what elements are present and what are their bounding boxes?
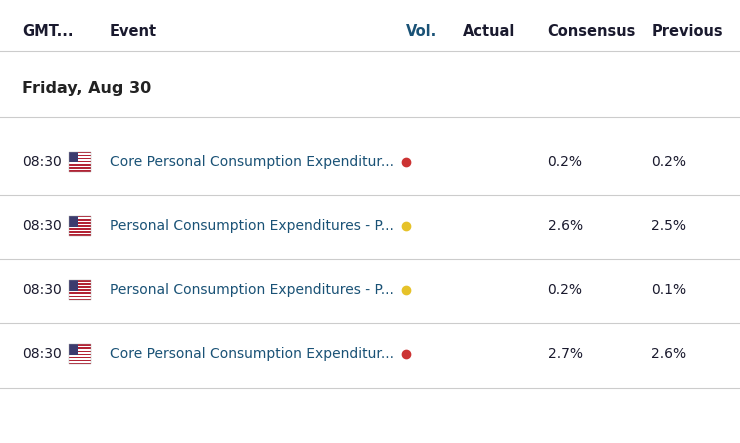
Text: 2.5%: 2.5% xyxy=(651,219,686,233)
Text: Personal Consumption Expenditures - P...: Personal Consumption Expenditures - P... xyxy=(110,283,394,297)
Text: Event: Event xyxy=(110,23,157,39)
FancyBboxPatch shape xyxy=(69,289,91,291)
FancyBboxPatch shape xyxy=(69,345,91,346)
FancyBboxPatch shape xyxy=(69,363,91,364)
FancyBboxPatch shape xyxy=(69,222,91,224)
FancyBboxPatch shape xyxy=(69,158,91,159)
Text: 0.2%: 0.2% xyxy=(548,155,582,169)
FancyBboxPatch shape xyxy=(69,216,91,218)
FancyBboxPatch shape xyxy=(69,352,91,354)
Text: 2.7%: 2.7% xyxy=(548,347,582,361)
FancyBboxPatch shape xyxy=(69,216,78,227)
Text: 08:30: 08:30 xyxy=(22,219,62,233)
Text: Vol.: Vol. xyxy=(406,23,437,39)
Text: 08:30: 08:30 xyxy=(22,283,62,297)
FancyBboxPatch shape xyxy=(69,294,91,295)
FancyBboxPatch shape xyxy=(69,360,91,361)
Text: Consensus: Consensus xyxy=(548,23,636,39)
Text: 08:30: 08:30 xyxy=(22,155,62,169)
FancyBboxPatch shape xyxy=(69,221,91,222)
FancyBboxPatch shape xyxy=(69,227,91,228)
FancyBboxPatch shape xyxy=(69,233,91,234)
FancyBboxPatch shape xyxy=(69,152,78,163)
Text: Friday, Aug 30: Friday, Aug 30 xyxy=(22,81,152,96)
FancyBboxPatch shape xyxy=(69,234,91,236)
Text: Previous: Previous xyxy=(651,23,723,39)
FancyBboxPatch shape xyxy=(69,159,91,161)
FancyBboxPatch shape xyxy=(69,345,78,355)
FancyBboxPatch shape xyxy=(69,156,91,158)
FancyBboxPatch shape xyxy=(69,358,91,360)
FancyBboxPatch shape xyxy=(69,350,91,352)
FancyBboxPatch shape xyxy=(69,346,91,347)
FancyBboxPatch shape xyxy=(69,354,91,355)
FancyBboxPatch shape xyxy=(69,282,91,283)
FancyBboxPatch shape xyxy=(69,163,91,164)
FancyBboxPatch shape xyxy=(69,361,91,363)
FancyBboxPatch shape xyxy=(69,230,91,231)
Text: 2.6%: 2.6% xyxy=(548,219,582,233)
FancyBboxPatch shape xyxy=(69,161,91,163)
FancyBboxPatch shape xyxy=(69,218,91,219)
Text: Core Personal Consumption Expenditur...: Core Personal Consumption Expenditur... xyxy=(110,155,394,169)
Text: 0.2%: 0.2% xyxy=(548,283,582,297)
Text: Personal Consumption Expenditures - P...: Personal Consumption Expenditures - P... xyxy=(110,219,394,233)
FancyBboxPatch shape xyxy=(69,291,91,292)
FancyBboxPatch shape xyxy=(69,280,78,291)
FancyBboxPatch shape xyxy=(69,349,91,350)
Text: 08:30: 08:30 xyxy=(22,347,62,361)
FancyBboxPatch shape xyxy=(69,288,91,289)
FancyBboxPatch shape xyxy=(69,292,91,294)
FancyBboxPatch shape xyxy=(69,297,91,299)
FancyBboxPatch shape xyxy=(69,286,91,288)
FancyBboxPatch shape xyxy=(69,225,91,227)
FancyBboxPatch shape xyxy=(69,228,91,230)
FancyBboxPatch shape xyxy=(69,170,91,171)
FancyBboxPatch shape xyxy=(69,224,91,225)
FancyBboxPatch shape xyxy=(69,231,91,233)
FancyBboxPatch shape xyxy=(69,295,91,297)
FancyBboxPatch shape xyxy=(69,285,91,286)
Text: Core Personal Consumption Expenditur...: Core Personal Consumption Expenditur... xyxy=(110,347,394,361)
FancyBboxPatch shape xyxy=(69,347,91,349)
Text: GMT...: GMT... xyxy=(22,23,74,39)
FancyBboxPatch shape xyxy=(69,280,91,282)
FancyBboxPatch shape xyxy=(69,357,91,358)
FancyBboxPatch shape xyxy=(69,299,91,300)
Text: 2.6%: 2.6% xyxy=(651,347,686,361)
FancyBboxPatch shape xyxy=(69,164,91,166)
FancyBboxPatch shape xyxy=(69,166,91,167)
Text: 0.2%: 0.2% xyxy=(651,155,686,169)
FancyBboxPatch shape xyxy=(69,169,91,170)
FancyBboxPatch shape xyxy=(69,155,91,156)
FancyBboxPatch shape xyxy=(69,167,91,169)
FancyBboxPatch shape xyxy=(69,152,91,153)
FancyBboxPatch shape xyxy=(69,283,91,285)
Text: 0.1%: 0.1% xyxy=(651,283,686,297)
FancyBboxPatch shape xyxy=(69,355,91,357)
Text: Actual: Actual xyxy=(462,23,515,39)
FancyBboxPatch shape xyxy=(69,219,91,221)
FancyBboxPatch shape xyxy=(69,153,91,155)
